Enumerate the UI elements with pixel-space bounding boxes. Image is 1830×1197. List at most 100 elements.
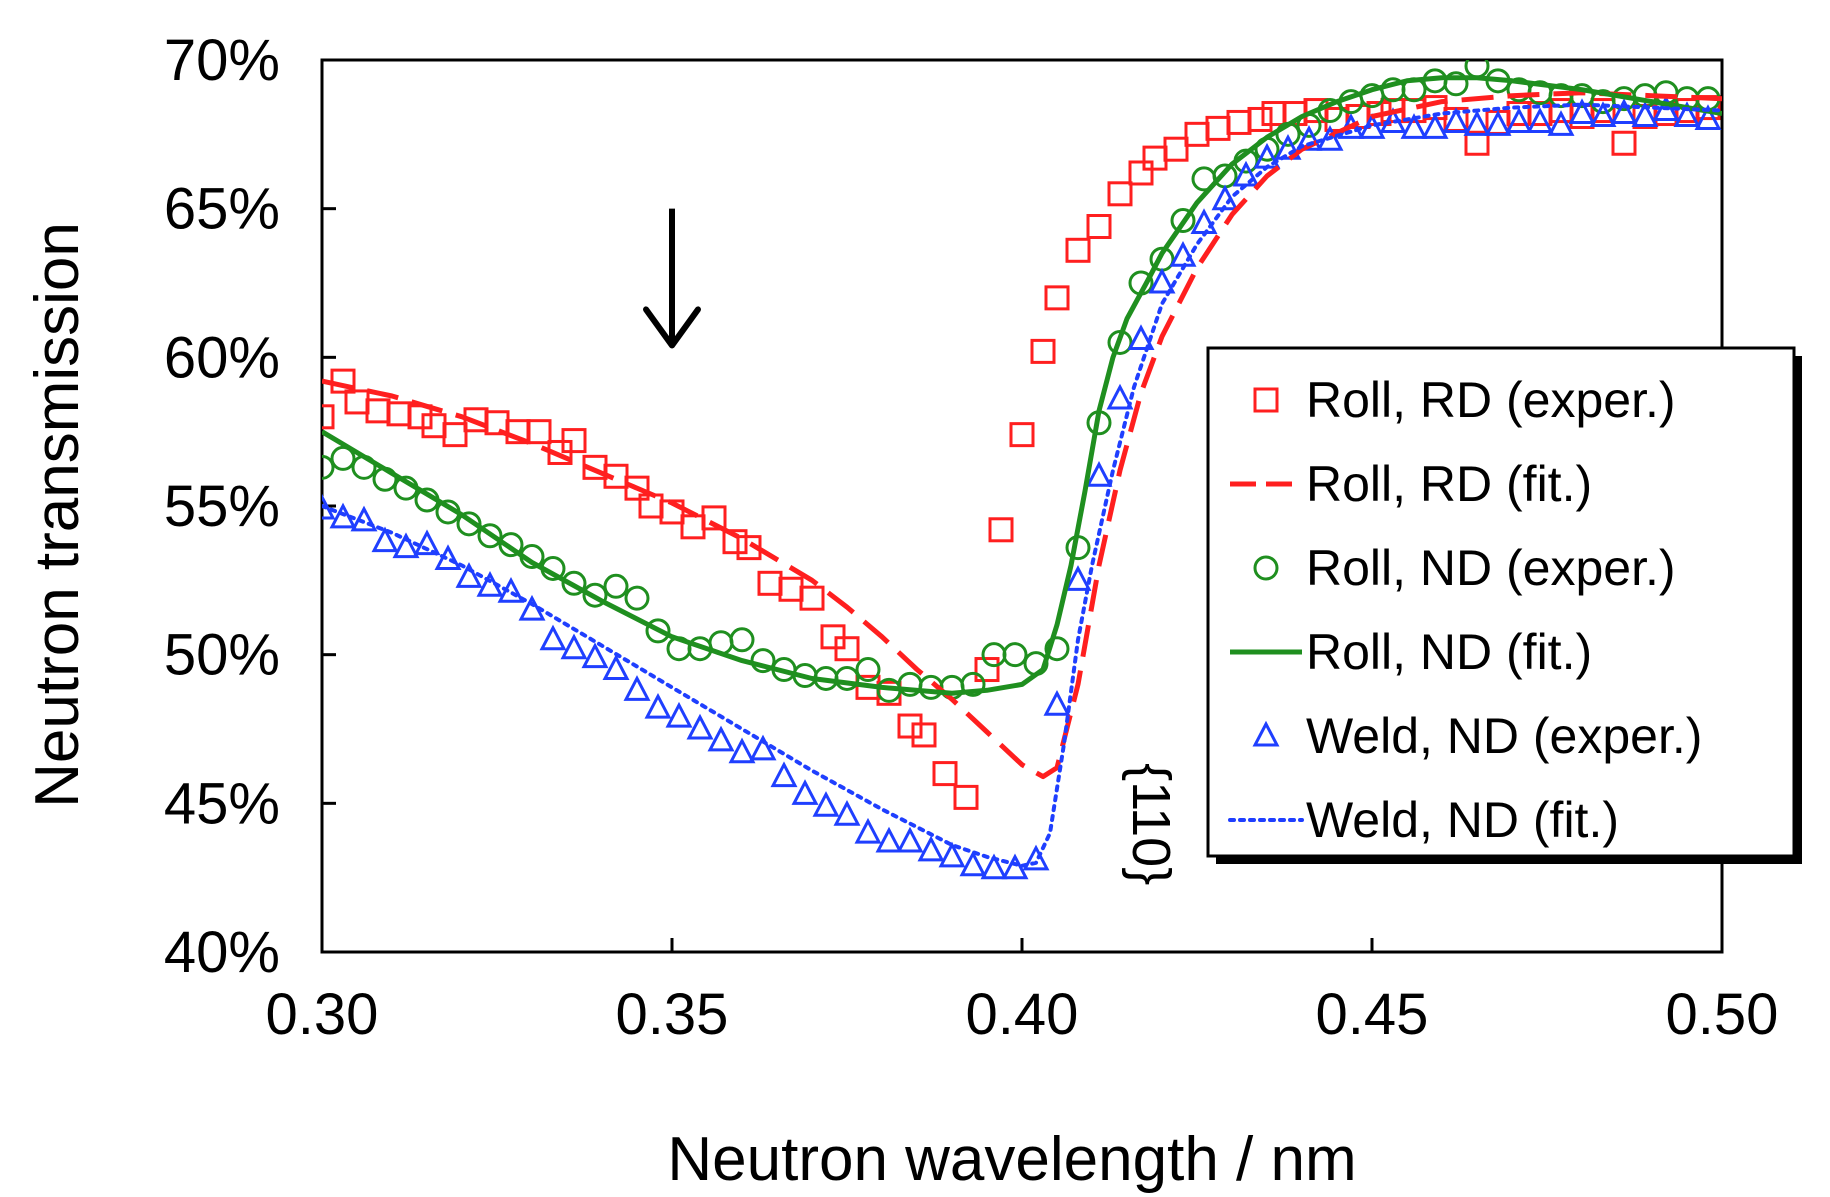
series-line <box>322 102 1722 868</box>
data-point <box>560 633 588 660</box>
peak-annotation: {110} <box>1121 763 1181 885</box>
data-point <box>645 618 671 644</box>
x-tick-label: 0.40 <box>966 982 1079 1047</box>
data-point <box>602 654 630 681</box>
series-line <box>322 90 1722 780</box>
x-tick-label: 0.50 <box>1666 982 1779 1047</box>
data-point <box>959 850 987 877</box>
data-point <box>1590 98 1616 124</box>
legend-label: Roll, ND (fit.) <box>1306 624 1592 680</box>
data-point <box>974 657 1000 683</box>
data-point <box>938 841 966 868</box>
legend-label: Weld, ND (exper.) <box>1306 708 1702 764</box>
data-point <box>960 671 986 697</box>
data-point <box>1064 565 1092 591</box>
data-point <box>1568 98 1596 125</box>
data-point <box>371 526 399 553</box>
data-point <box>988 517 1014 543</box>
data-point <box>896 826 924 853</box>
legend-marker <box>1252 720 1280 747</box>
legend-item: Roll, RD (exper.) <box>1253 372 1676 428</box>
data-point <box>1694 104 1722 130</box>
x-axis-title: Neutron wavelength / nm <box>667 1125 1356 1194</box>
y-tick-label: 70% <box>164 28 280 93</box>
data-point <box>1464 130 1490 156</box>
y-axis: 40% 45% 50% 55% 60% 65% 70% <box>164 28 336 985</box>
data-point <box>1295 125 1323 151</box>
data-point <box>728 737 756 764</box>
legend-marker <box>1253 555 1279 581</box>
data-point <box>498 532 524 558</box>
data-point <box>855 657 881 683</box>
data-point <box>603 573 629 599</box>
data-point <box>1044 285 1070 311</box>
data-point <box>1085 461 1113 487</box>
data-point <box>875 826 903 853</box>
data-point <box>581 642 609 669</box>
data-point <box>1106 383 1134 410</box>
data-point <box>917 835 945 862</box>
data-point <box>729 627 755 653</box>
data-point <box>561 428 587 454</box>
x-tick-label: 0.30 <box>266 982 379 1047</box>
legend-label: Roll, RD (fit.) <box>1306 456 1592 512</box>
data-point <box>623 675 651 701</box>
data-point <box>1030 338 1056 364</box>
data-point <box>749 734 777 761</box>
data-point <box>722 529 748 555</box>
data-point <box>980 853 1008 880</box>
data-point <box>791 779 819 805</box>
legend-item: Roll, RD (fit.) <box>1230 456 1592 512</box>
data-point <box>1443 71 1469 97</box>
data-point <box>834 636 860 662</box>
data-point <box>1631 101 1659 127</box>
data-point <box>392 532 420 559</box>
data-point <box>1009 422 1035 448</box>
data-point <box>539 624 567 651</box>
series-5 <box>322 102 1722 868</box>
x-tick-label: 0.35 <box>616 982 729 1047</box>
data-point <box>322 454 335 480</box>
legend-label: Roll, ND (exper.) <box>1306 540 1676 596</box>
data-point <box>834 665 860 691</box>
data-point <box>686 713 714 740</box>
data-point <box>330 445 356 471</box>
data-point <box>1611 130 1637 156</box>
y-axis-title: Neutron transmission <box>23 222 92 808</box>
y-tick-label: 45% <box>164 771 280 836</box>
data-point <box>1526 107 1554 133</box>
data-point <box>561 570 587 596</box>
data-point <box>1442 107 1470 133</box>
legend-item: Roll, ND (fit.) <box>1230 624 1592 680</box>
data-point <box>1044 636 1070 662</box>
y-tick-label: 65% <box>164 177 280 242</box>
data-point <box>644 692 672 719</box>
data-point <box>624 585 650 611</box>
data-point <box>1247 106 1273 132</box>
data-point <box>1589 101 1617 127</box>
legend-box <box>1206 346 1796 858</box>
data-point <box>1652 95 1680 122</box>
legend-label: Roll, RD (exper.) <box>1306 372 1676 428</box>
data-point <box>322 404 335 430</box>
data-point <box>932 761 958 787</box>
y-tick-label: 50% <box>164 623 280 688</box>
data-point <box>799 585 825 611</box>
data-point <box>1001 853 1029 880</box>
data-point <box>1316 125 1344 151</box>
data-point <box>1086 214 1112 240</box>
data-point <box>1107 181 1133 207</box>
data-point <box>953 784 979 810</box>
legend-marker <box>1253 387 1279 413</box>
x-tick-label: 0.45 <box>1316 982 1429 1047</box>
data-point <box>413 529 441 556</box>
data-point <box>707 725 735 752</box>
series-line <box>322 75 1722 696</box>
y-tick-label: 60% <box>164 325 280 390</box>
data-point <box>701 505 727 531</box>
data-point <box>582 582 608 608</box>
data-point <box>477 523 503 549</box>
data-point <box>1505 107 1533 133</box>
data-point <box>897 713 923 739</box>
data-point <box>1274 133 1302 160</box>
